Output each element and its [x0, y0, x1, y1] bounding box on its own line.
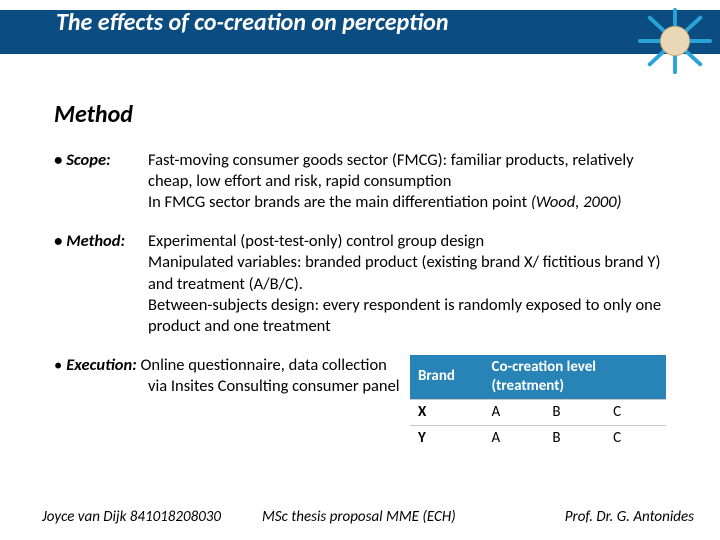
scope-row: •Scope: Fast-moving consumer goods secto…	[54, 150, 666, 213]
cell-1-0: A	[484, 426, 545, 452]
method-content: Experimental (post-test-only) control gr…	[148, 231, 666, 337]
execution-left: •Execution: Online questionnaire, data c…	[54, 355, 402, 452]
cell-1-2: C	[605, 426, 666, 452]
cell-0-1: B	[544, 400, 605, 426]
table-row: Y A B C	[410, 426, 666, 452]
body-content: •Scope: Fast-moving consumer goods secto…	[54, 150, 666, 452]
th-treatment: Co-creation level (treatment)	[484, 355, 667, 400]
execution-row: •Execution: Online questionnaire, data c…	[54, 355, 666, 452]
treatment-table: Brand Co-creation level (treatment) X A …	[410, 355, 666, 452]
scope-line2a: In FMCG sector brands are the main diffe…	[148, 192, 531, 212]
execution-label: Execution:	[66, 355, 137, 375]
execution-text-cont: via Insites Consulting consumer panel	[148, 376, 402, 397]
footer-right: Prof. Dr. G. Antonides	[565, 508, 694, 526]
scope-label-text: Scope:	[66, 150, 110, 170]
hands-icon	[636, 6, 714, 76]
th-brand: Brand	[410, 355, 484, 400]
method-label-text: Method:	[66, 231, 125, 251]
scope-content: Fast-moving consumer goods sector (FMCG)…	[148, 150, 666, 213]
slide: The effects of co-creation on perception…	[0, 0, 720, 540]
table-row: X A B C	[410, 400, 666, 426]
table-header-row: Brand Co-creation level (treatment)	[410, 355, 666, 400]
cell-brand-0: X	[410, 400, 484, 426]
cell-1-1: B	[544, 426, 605, 452]
section-heading: Method	[54, 100, 133, 129]
cell-0-2: C	[605, 400, 666, 426]
footer-mid: MSc thesis proposal MME (ECH)	[262, 508, 456, 526]
cell-brand-1: Y	[410, 426, 484, 452]
scope-citation: (Wood, 2000)	[531, 192, 622, 212]
execution-text-inline: Online questionnaire, data collection	[140, 355, 386, 375]
scope-line1: Fast-moving consumer goods sector (FMCG)…	[148, 150, 634, 191]
slide-title: The effects of co-creation on perception	[56, 8, 449, 37]
method-row: •Method: Experimental (post-test-only) c…	[54, 231, 666, 337]
cell-0-0: A	[484, 400, 545, 426]
treatment-table-wrap: Brand Co-creation level (treatment) X A …	[410, 355, 666, 452]
scope-label: •Scope:	[54, 150, 148, 213]
footer-left: Joyce van Dijk 841018208030	[42, 508, 221, 526]
method-label: •Method:	[54, 231, 148, 337]
